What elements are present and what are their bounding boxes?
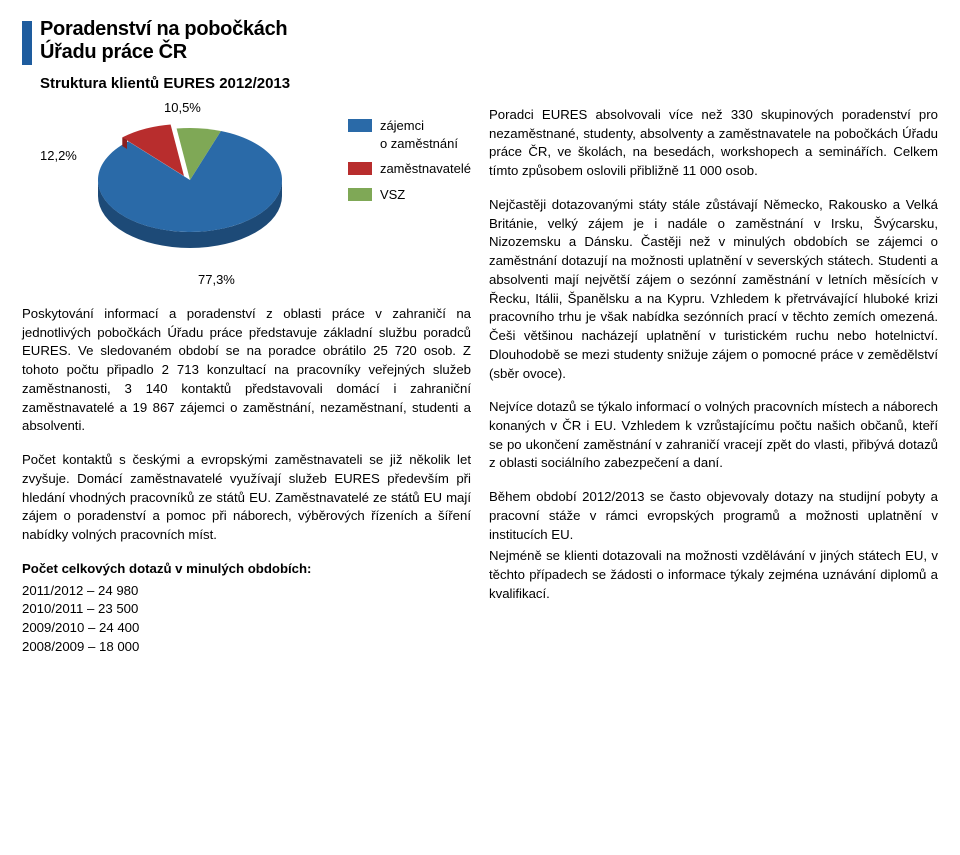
right-paragraph-1: Poradci EURES absolvovali více než 330 s… bbox=[489, 106, 938, 181]
chart-subtitle: Struktura klientů EURES 2012/2013 bbox=[40, 75, 938, 92]
right-column: Poradci EURES absolvovali více než 330 s… bbox=[489, 100, 938, 656]
history-line-2: 2009/2010 – 24 400 bbox=[22, 619, 471, 638]
title-accent-bar bbox=[22, 21, 32, 65]
swatch-spacer bbox=[348, 137, 372, 150]
left-paragraph-1: Poskytování informací a poradenství z ob… bbox=[22, 305, 471, 436]
right-paragraph-4: Během období 2012/2013 se často objevova… bbox=[489, 488, 938, 544]
left-column: 12,2% 10,5% 77,3% bbox=[22, 100, 471, 656]
legend-item-zajemci2: o zaměstnání bbox=[348, 136, 471, 152]
pct-label-773: 77,3% bbox=[198, 272, 235, 287]
right-paragraph-2: Nejčastěji dotazovanými státy stále zůst… bbox=[489, 196, 938, 383]
history-line-1: 2010/2011 – 23 500 bbox=[22, 600, 471, 619]
legend-text-2: o zaměstnání bbox=[380, 136, 458, 152]
legend-text-3: zaměstnavatelé bbox=[380, 161, 471, 177]
history-title: Počet celkových dotazů v minulých období… bbox=[22, 560, 471, 579]
legend-item-zamest: zaměstnavatelé bbox=[348, 161, 471, 177]
title-line1: Poradenství na pobočkách bbox=[40, 18, 287, 41]
history-line-0: 2011/2012 – 24 980 bbox=[22, 582, 471, 601]
page-title: Poradenství na pobočkách Úřadu práce ČR bbox=[40, 18, 287, 64]
left-paragraph-2: Počet kontaktů s českými a evropskými za… bbox=[22, 451, 471, 545]
legend-text-1: zájemci bbox=[380, 118, 424, 134]
swatch-green bbox=[348, 188, 372, 201]
legend-item-vsz: VSZ bbox=[348, 187, 471, 203]
pct-label-122: 12,2% bbox=[40, 148, 77, 163]
right-paragraph-3: Nejvíce dotazů se týkalo informací o vol… bbox=[489, 398, 938, 473]
pie-chart: 12,2% 10,5% 77,3% bbox=[40, 100, 471, 305]
swatch-blue bbox=[348, 119, 372, 132]
legend-text-4: VSZ bbox=[380, 187, 405, 203]
swatch-red bbox=[348, 162, 372, 175]
chart-legend: zájemci o zaměstnání zaměstnavatelé VSZ bbox=[348, 118, 471, 212]
page-title-row: Poradenství na pobočkách Úřadu práce ČR bbox=[22, 18, 938, 65]
title-line2: Úřadu práce ČR bbox=[40, 41, 287, 64]
right-paragraph-5: Nejméně se klienti dotazovali na možnost… bbox=[489, 547, 938, 603]
pie-svg bbox=[80, 110, 300, 270]
history-line-3: 2008/2009 – 18 000 bbox=[22, 638, 471, 657]
legend-item-zajemci: zájemci bbox=[348, 118, 471, 134]
two-column-layout: 12,2% 10,5% 77,3% bbox=[22, 100, 938, 656]
